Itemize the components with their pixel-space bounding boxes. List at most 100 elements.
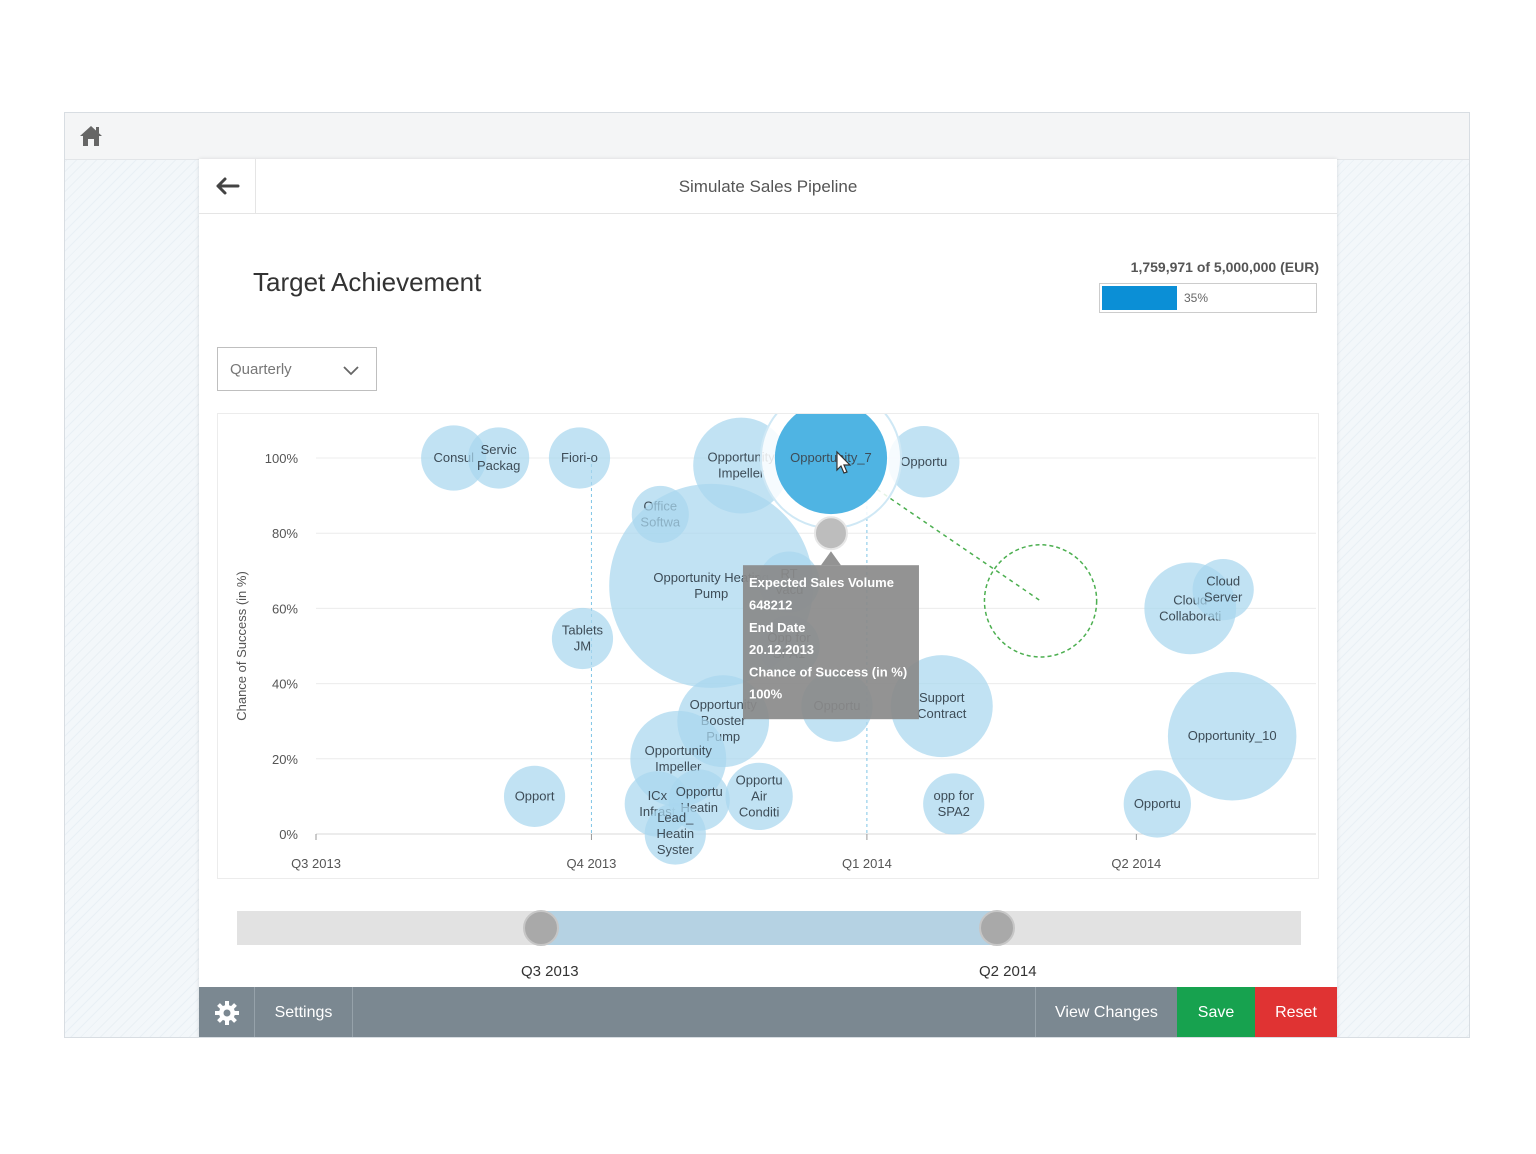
bubble-label: Opportu [736,772,783,787]
tooltip-line: 20.12.2013 [749,642,814,657]
drag-handle-dot [813,516,848,551]
selected-bubble-label: Opportunity_7 [790,450,872,465]
chart-svg: 0% 20% 40% 60% 80% 100% Chance of Success (in … [234,414,1316,871]
y-tick-label: 80% [272,526,298,541]
bubble-label: ICx [648,788,668,803]
simulated-position-circle [983,544,1098,658]
bubble[interactable]: Opport [503,765,566,827]
bubble[interactable]: Opportunity_10 [1167,671,1297,801]
bubble-label: Syster [657,842,695,857]
tooltip-box [742,565,919,720]
bubble[interactable]: Opportu [888,426,960,498]
bubble-circle [421,425,487,491]
tooltip-line: Chance of Success (in %) [749,664,907,679]
footer-toolbar: Settings View Changes Save Reset [199,987,1337,1037]
bubble-label: Air [751,788,768,803]
bubble-label: Contract [917,706,967,721]
y-tick-label: 60% [272,601,298,616]
y-tick-label: 0% [279,827,298,842]
bubble-label: Impeller [655,759,702,774]
app-title: Simulate Sales Pipeline [678,177,858,196]
range-slider[interactable] [237,910,1301,946]
bubble[interactable]: Fiori-o [548,427,611,489]
bubble-label: Opportunity [690,697,758,712]
bubble-label: Heatin [656,826,694,841]
chevron-down-icon [343,366,359,376]
bubble-label: Impeller [718,466,765,481]
app-container: Simulate Sales Pipeline Target Achieveme… [199,159,1337,1037]
slider-end-label: Q2 2014 [979,963,1037,980]
slider-handle-start[interactable] [523,910,560,946]
x-tick-label: Q2 2014 [1111,856,1161,871]
selected-bubble[interactable]: Opportunity_7 [759,414,903,530]
bubble-circle [923,773,985,835]
bubble-label: SPA2 [938,804,970,819]
bubble-label: JM [574,638,591,653]
bubble-label: Opportu [900,454,947,469]
section-title: Target Achievement [253,267,482,297]
target-label: 1,759,971 of 5,000,000 (EUR) [1130,259,1319,275]
bubble-label: Support [919,690,965,705]
bubble-label: Opportunity_10 [1188,728,1277,743]
view-changes-button[interactable]: View Changes [1035,987,1177,1037]
bubble-label: Fiori-o [561,450,598,465]
back-button[interactable] [199,159,256,213]
home-icon[interactable] [77,122,105,150]
progress-percent: 35% [1184,291,1209,305]
period-select[interactable]: Quarterly [217,347,377,391]
gear-icon [214,1001,239,1025]
bubble-label: Servic [481,442,518,457]
bubble-circle [644,803,706,865]
x-tick-label: Q4 2013 [567,856,617,871]
save-button[interactable]: Save [1177,987,1255,1037]
progress-fill [1102,286,1177,310]
y-tick-label: 40% [272,677,298,692]
x-tick-label: Q1 2014 [842,856,892,871]
reset-button[interactable]: Reset [1255,987,1337,1037]
bubble-label: Booster [701,713,746,728]
bubble-label: Server [1204,590,1243,605]
tooltip-line: 100% [749,687,783,702]
bubble-circle [468,427,530,489]
bubble-label: Packag [477,458,520,473]
bubble[interactable]: Opportu [1123,770,1191,838]
bubble-circle [548,427,611,489]
settings-button[interactable]: Settings [255,987,353,1037]
tooltip-line: 648212 [749,598,792,613]
cursor-icon [836,450,852,474]
selected-bubble-circle [774,414,888,515]
tooltip: Expected Sales Volume 648212 End Date 20.12… [742,551,919,720]
shell-bar [65,113,1469,160]
y-tick-label: 20% [272,752,298,767]
bubble-label: Opportunity [708,450,776,465]
bubble-label: Opportunity Heating [653,570,769,585]
bubble-circle [503,765,566,827]
period-select-value: Quarterly [230,361,292,378]
bubble-label: Pump [694,586,728,601]
bubble-label: Opport [515,788,555,803]
bubble-label: Conditi [739,804,780,819]
bubble-circle [551,607,614,670]
bubble-chart[interactable]: 0% 20% 40% 60% 80% 100% Chance of Success (in … [217,413,1319,879]
bubble[interactable]: Consul [421,425,487,491]
bubble-circle [888,426,960,498]
arrow-left-icon [216,177,240,195]
tooltip-pointer [820,551,841,566]
slider-handle-end[interactable] [978,910,1015,946]
x-tick-label: Q3 2013 [291,856,341,871]
bubble-circle [725,762,793,831]
y-tick-label: 100% [265,451,299,466]
bubble-label: Opportu [1134,796,1181,811]
bubble-label: opp for [933,788,974,803]
tooltip-line: Expected Sales Volume [749,575,894,590]
bubble-label: Consul [433,450,474,465]
settings-gear-button[interactable] [199,987,255,1037]
bubble-circle [1123,770,1191,838]
target-progress-bar: 35% [1099,283,1317,313]
